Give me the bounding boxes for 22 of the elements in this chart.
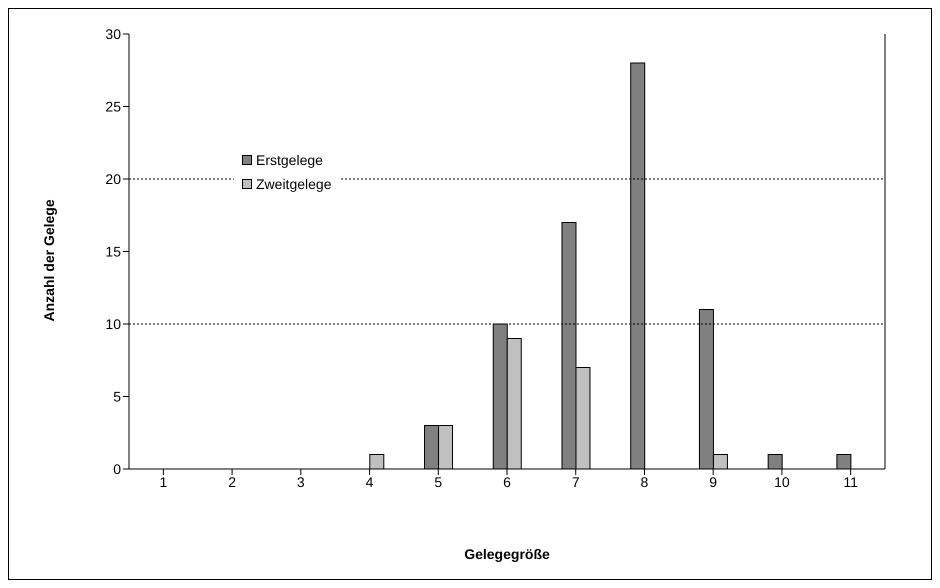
x-axis-title: Gelegegröße [464,546,550,562]
x-tick-label: 11 [843,474,858,490]
x-tick-label: 8 [640,474,649,490]
y-tick-label: 10 [105,316,122,332]
x-tick-label: 7 [572,474,580,490]
x-tick-label: 6 [503,474,512,490]
y-tick-label: 0 [113,460,122,477]
x-tick-label: 5 [434,474,442,490]
x-tick-label: 3 [296,474,305,490]
y-tick-label: 25 [105,98,122,114]
y-tick-label: 15 [105,243,122,260]
y-tick-label: 20 [105,170,122,187]
x-tick-label: 9 [709,474,718,490]
y-axis-title: Anzahl der Gelege [40,199,57,322]
x-tick-label: 4 [366,474,374,490]
legend-label: Erstgelege [256,151,323,170]
x-tick-label: 2 [228,474,236,490]
y-tick-label: 5 [113,388,122,404]
x-tick-label: 1 [159,474,168,490]
y-tick-label: 30 [105,26,122,42]
legend-label: Zweitgelege [256,175,332,194]
x-tick-label: 10 [774,474,790,490]
